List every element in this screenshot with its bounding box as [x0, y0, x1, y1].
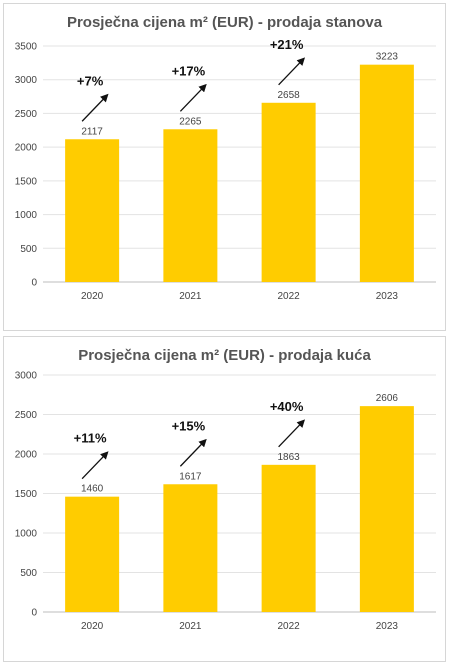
growth-arrow [81, 93, 109, 122]
growth-label: +15% [172, 418, 206, 433]
growth-arrow [278, 57, 306, 86]
data-label: 1863 [278, 452, 301, 463]
y-tick-label: 1500 [15, 176, 38, 187]
y-tick-label: 2000 [15, 450, 38, 461]
x-tick-label: 2021 [179, 621, 202, 632]
y-tick-label: 1500 [15, 489, 38, 500]
data-label: 2265 [179, 116, 202, 127]
x-tick-label: 2020 [81, 621, 104, 632]
y-tick-label: 0 [31, 278, 37, 289]
growth-arrow [278, 419, 306, 448]
growth-label: +17% [172, 63, 206, 78]
data-label: 2117 [81, 126, 103, 137]
y-tick-label: 500 [20, 568, 37, 579]
x-tick-label: 2023 [376, 291, 399, 302]
y-tick-label: 3000 [15, 371, 38, 382]
bar-2023 [359, 64, 414, 282]
y-tick-label: 0 [31, 608, 37, 619]
growth-label: +7% [77, 73, 104, 88]
growth-label: +21% [270, 37, 304, 52]
bar-2020 [65, 496, 120, 612]
chart-title: Prosječna cijena m² (EUR) - prodaja stan… [66, 14, 383, 31]
growth-arrow [81, 451, 109, 480]
bar-2022 [261, 464, 316, 612]
apartments-bar-chart: 0 500 1000 1500 2000 2500 3000 3500 2117 2020 +7% 2… [15, 37, 436, 302]
bar-2021 [163, 484, 218, 612]
y-tick-label: 2500 [15, 410, 38, 421]
bar-2023 [359, 406, 414, 612]
y-tick-label: 2500 [15, 109, 38, 120]
growth-arrow [179, 83, 207, 112]
growth-arrow [179, 438, 207, 467]
y-tick-label: 2000 [15, 143, 38, 154]
houses-bar-chart: 0 500 1000 1500 2000 2500 3000 1460 2020 +11% 1617… [15, 371, 436, 632]
apartments-chart-panel: Prosječna cijena m² (EUR) - prodaja stan… [3, 3, 446, 331]
x-tick-label: 2022 [278, 621, 301, 632]
y-tick-label: 1000 [15, 529, 38, 540]
x-tick-label: 2020 [81, 291, 104, 302]
y-tick-label: 3500 [15, 42, 38, 53]
data-label: 2606 [376, 393, 399, 404]
x-tick-label: 2023 [376, 621, 399, 632]
data-label: 2658 [278, 90, 301, 101]
x-tick-label: 2021 [179, 291, 202, 302]
growth-label: +11% [74, 431, 107, 446]
houses-chart-panel: Prosječna cijena m² (EUR) - prodaja kuća… [3, 336, 446, 662]
y-tick-label: 3000 [15, 75, 38, 86]
data-label: 1617 [179, 471, 202, 482]
data-label: 3223 [376, 52, 399, 63]
bar-2021 [163, 129, 218, 282]
data-label: 1460 [81, 484, 104, 495]
y-tick-label: 500 [20, 244, 37, 255]
bar-2022 [261, 102, 316, 282]
growth-label: +40% [270, 399, 304, 414]
x-tick-label: 2022 [278, 291, 301, 302]
chart-title: Prosječna cijena m² (EUR) - prodaja kuća [78, 347, 371, 364]
bar-2020 [65, 139, 120, 282]
y-tick-label: 1000 [15, 210, 38, 221]
